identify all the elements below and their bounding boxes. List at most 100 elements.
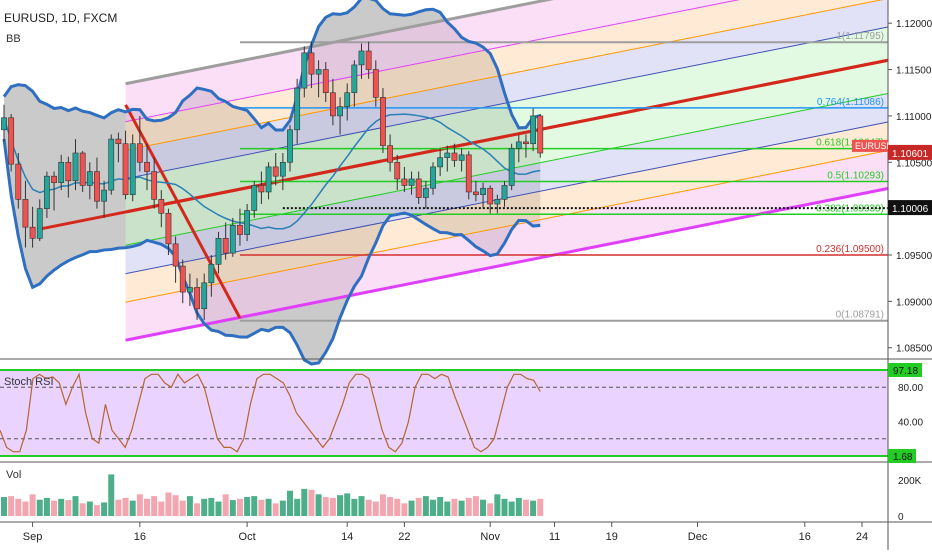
candle [86,162,93,200]
fib-level-label: 0.236(1.09500) [816,244,884,255]
candle-body [172,243,179,267]
candle [437,148,444,177]
volume-bar [272,503,279,516]
volume-bar [329,497,336,516]
candle [108,134,115,195]
candle-body [444,152,451,158]
candle [265,162,272,200]
candle [8,114,15,172]
pitchfork-line [125,0,555,86]
volume-bar [394,498,401,516]
volume-bar [172,495,179,516]
candle [344,83,351,121]
volume-pane[interactable] [1,474,544,516]
candle-body [322,69,329,94]
volume-bar [537,498,544,516]
candle-body [472,191,479,196]
volume-bar [444,501,451,516]
candle-body [194,287,200,310]
vol-label: Vol [6,469,21,481]
candle [222,222,229,260]
date-tick-label: 11 [549,531,560,543]
bb-middle-line [3,113,541,230]
candle [444,145,451,172]
candle [237,208,243,246]
date-tick-label: 19 [606,531,618,543]
volume-bar [194,503,201,516]
candle [65,156,72,198]
price-tick-label: 1.11000 [896,112,932,123]
candle-body [501,185,508,200]
volume-bar [179,500,186,516]
candle [494,194,501,214]
candle [43,171,50,218]
candle-body [158,199,165,214]
candle [165,208,172,255]
pitchfork-band [125,27,889,212]
candle-body [129,143,136,196]
candle-body [179,265,186,293]
candle [472,180,479,202]
candle [79,151,86,192]
candle [301,46,308,98]
candle [329,78,336,126]
candle-body [187,287,193,293]
volume-bar [8,496,15,516]
candle-body [201,282,208,310]
stoch-rsi-pane[interactable] [0,369,888,457]
candle-body [136,143,143,163]
volume-bar [151,496,158,516]
volume-bar [501,498,508,516]
volume-bar [93,505,100,516]
candle [215,231,222,274]
volume-bar [522,499,529,516]
volume-bar [308,489,315,516]
fib-level-label: 0(1.08791) [836,310,884,321]
candle-body [365,50,372,70]
candle [1,104,7,142]
candle-body [537,115,544,154]
pitchfork-band [125,122,889,303]
stoch-tick-label: 80.00 [898,383,923,394]
volume-bar [465,497,472,516]
volume-bar [22,501,29,516]
candle [337,97,343,135]
volume-bar [437,497,444,516]
candle-body [122,143,129,196]
bb-lower-line [2,138,541,366]
candle-body [358,50,365,66]
candle-body [437,157,444,168]
candle [36,199,43,242]
candle-body [494,199,501,205]
candle [258,171,265,204]
pitchfork-band [125,0,888,179]
candle-body [208,263,215,284]
volume-bar [58,498,65,516]
volume-bar [315,494,322,516]
candle-body [344,92,351,107]
volume-bar [301,488,308,516]
stoch-lo-tag [888,449,916,463]
candle [122,130,129,200]
candle [294,78,301,144]
price-tick-label: 1.08500 [896,344,932,355]
candle [487,185,494,214]
candle [51,171,57,211]
price-tick-label: 1.11500 [896,66,932,77]
volume-bar [86,501,93,516]
candle [387,134,393,172]
candle-body [94,171,100,202]
price-tick-label: 1.10500 [896,158,932,169]
volume-bar [372,501,379,516]
candle [315,60,322,98]
volume-bar [508,501,515,516]
price-tick-label: 1.09000 [896,297,932,308]
fib-level-label: 1(1.11795) [836,31,884,42]
candle [208,255,215,297]
candle [451,143,458,167]
candle [22,180,29,248]
candle [29,206,36,248]
candle-body [79,152,86,186]
